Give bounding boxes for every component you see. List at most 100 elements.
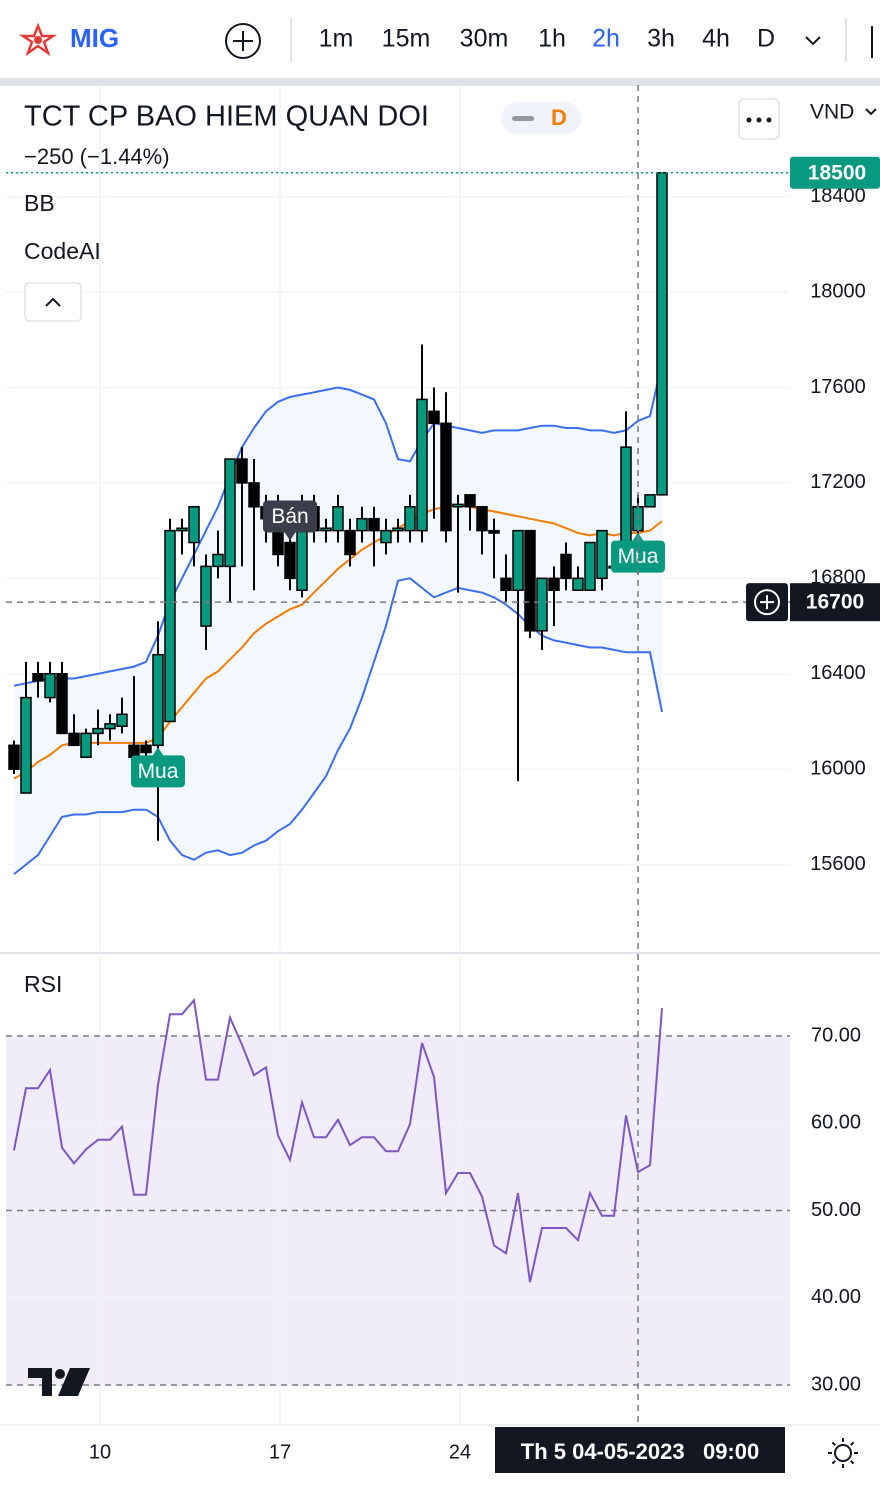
- candle-body: [320, 527, 332, 532]
- signal-label: Mua: [618, 545, 659, 568]
- candle-body: [644, 494, 656, 508]
- sun-ray: [831, 1441, 836, 1446]
- symbol[interactable]: MIG: [70, 23, 119, 53]
- currency-dropdown[interactable]: [865, 108, 877, 116]
- candle-body: [56, 673, 68, 735]
- candle-body: [80, 732, 92, 758]
- toolbar: MIG 1m 15m 30m 1h 2h 3h 4h D: [0, 18, 880, 86]
- indicator-label[interactable]: CodeAI: [24, 238, 101, 264]
- y-tick-label: 50.00: [811, 1199, 861, 1221]
- interval-button[interactable]: 4h: [702, 25, 730, 53]
- candle-body: [560, 553, 572, 580]
- y-tick-label: 18000: [810, 280, 866, 302]
- candle-body: [452, 503, 464, 508]
- last-price-label: 18500: [808, 161, 866, 184]
- candle-body: [20, 696, 32, 794]
- bb-middle: [13, 503, 663, 780]
- bb-lower: [13, 577, 663, 875]
- signal-label: Mua: [138, 760, 179, 783]
- y-tick-label: 18400: [810, 185, 866, 207]
- interval-button[interactable]: 1h: [538, 25, 566, 53]
- interval-button[interactable]: 1m: [319, 25, 354, 53]
- y-tick-label: 16800: [810, 567, 866, 589]
- candle-body: [236, 458, 248, 484]
- status-badge: [501, 102, 581, 134]
- x-tick-label: 10: [89, 1441, 111, 1463]
- dot: [766, 117, 772, 123]
- signal-pointer: [284, 531, 297, 541]
- plus-icon: [760, 595, 774, 610]
- candle-body: [224, 458, 236, 568]
- candle-body: [344, 529, 356, 556]
- signal-box: [610, 540, 665, 573]
- candle-body: [356, 517, 368, 532]
- candle-body: [164, 529, 176, 723]
- logo: [18, 22, 58, 57]
- candle-body: [200, 565, 212, 627]
- crosshair-price: 16700: [806, 591, 864, 614]
- candle-body: [440, 422, 452, 532]
- toolbar-border: [0, 78, 880, 86]
- candle-body: [404, 506, 416, 532]
- candle-body: [152, 653, 164, 747]
- candle-body: [44, 673, 56, 699]
- candle-body: [92, 727, 104, 735]
- candle-body: [284, 541, 296, 580]
- y-tick-label: 70.00: [811, 1024, 861, 1046]
- candle-body: [572, 577, 584, 592]
- collapse-button[interactable]: [24, 282, 82, 322]
- rsi-line: [13, 997, 663, 1283]
- tv-logo: [28, 1368, 90, 1396]
- currency[interactable]: VND: [810, 101, 854, 124]
- interval-button[interactable]: D: [757, 25, 775, 53]
- candle-body: [476, 506, 488, 532]
- add-symbol-button[interactable]: [225, 23, 261, 59]
- indicator-label[interactable]: BB: [24, 190, 55, 216]
- bb-upper: [13, 363, 663, 687]
- badge-text: D: [551, 105, 567, 130]
- pane-title: RSI: [24, 971, 62, 997]
- bb-fill: [14, 363, 662, 875]
- y-tick-label: 16400: [810, 662, 866, 684]
- y-tick-label: 30.00: [811, 1373, 861, 1395]
- crosshair-price-tag: [790, 583, 880, 622]
- last-price-tag: [790, 156, 880, 189]
- sun-ray: [850, 1460, 855, 1465]
- interval-button[interactable]: 15m: [382, 25, 431, 53]
- dot: [746, 117, 752, 123]
- symbol-title: TCT CP BAO HIEM QUAN DOI: [24, 101, 429, 133]
- sun-ray: [850, 1441, 855, 1446]
- y-tick-label: 15600: [810, 853, 866, 875]
- candle-body: [584, 541, 596, 592]
- candle-body: [368, 517, 380, 532]
- candle-body: [548, 577, 560, 592]
- candle-body: [188, 506, 200, 544]
- logo-dot: [34, 36, 42, 44]
- signal-label: Bán: [271, 505, 308, 528]
- interval-group: 1m 15m 30m 1h 2h 3h 4h D: [319, 25, 775, 53]
- candle-body: [656, 172, 668, 496]
- candle-body: [488, 529, 500, 534]
- x-tick-label: 24: [449, 1441, 471, 1463]
- price-change: −250 (−1.44%): [24, 144, 170, 169]
- candle-body: [176, 527, 188, 532]
- candle-body: [536, 577, 548, 632]
- interval-button[interactable]: 3h: [647, 25, 675, 53]
- crosshair-time-tag: [495, 1427, 785, 1473]
- theme-toggle[interactable]: [834, 1444, 852, 1462]
- interval-button[interactable]: 30m: [460, 25, 509, 53]
- signal-box: [131, 755, 186, 788]
- candle-body: [212, 553, 224, 568]
- candle-body: [32, 673, 44, 682]
- interval-dropdown[interactable]: [805, 36, 821, 46]
- legend: TCT CP BAO HIEM QUAN DOI D −250 (−1.44%)…: [24, 98, 877, 322]
- interval-button[interactable]: 2h: [592, 25, 620, 53]
- y-tick-label: 17600: [810, 376, 866, 398]
- candle-body: [524, 529, 536, 632]
- candle-body: [104, 723, 116, 730]
- candle-body: [140, 744, 152, 754]
- status-dash: [512, 116, 534, 121]
- candle-body: [392, 527, 404, 532]
- candle-body: [248, 482, 260, 508]
